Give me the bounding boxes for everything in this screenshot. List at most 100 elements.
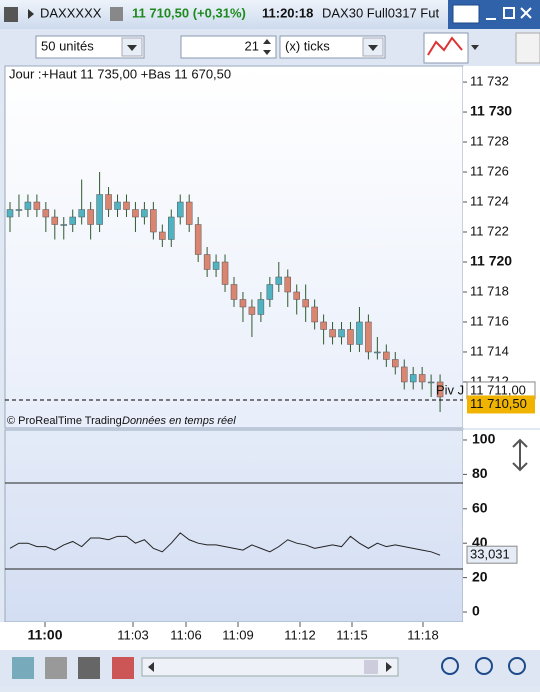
chart-icon: [4, 7, 18, 22]
candle-body: [284, 276, 292, 293]
price-header: Jour :+Haut 11 735,00 +Bas 11 670,50: [9, 66, 231, 81]
candle-body: [150, 209, 157, 233]
footer-note: Données en temps réel: [122, 415, 236, 427]
arrow-icon[interactable]: [28, 9, 34, 19]
candle-body: [15, 209, 23, 211]
x-tick-label: 11:03: [117, 627, 149, 642]
symbol: DAXXXXX: [40, 5, 102, 20]
y-tick-label: 0: [472, 603, 480, 619]
candle-body: [239, 299, 247, 308]
tool-button[interactable]: [515, 32, 540, 64]
resize-icon[interactable]: [512, 438, 528, 472]
scroll-thumb[interactable]: [364, 660, 378, 674]
y-tick-label: 80: [472, 465, 488, 481]
zoom-out[interactable]: [475, 657, 493, 675]
time-axis: [0, 622, 540, 650]
candle-body: [248, 306, 256, 315]
candle-body: [356, 321, 363, 345]
tool-button[interactable]: [45, 657, 67, 679]
spin-arrows[interactable]: [263, 39, 271, 55]
candle-body: [329, 329, 336, 338]
indicator-axis: [463, 430, 540, 622]
candle-body: [42, 209, 50, 218]
candle-body: [194, 224, 202, 255]
candle-body: [60, 224, 68, 226]
y-tick-label: 11 720: [470, 253, 512, 269]
dropdown-arrow[interactable]: [471, 45, 479, 50]
candle-body: [311, 306, 318, 323]
keyboard-button[interactable]: [452, 4, 480, 24]
ticks-spin[interactable]: [180, 35, 277, 59]
candle-body: [132, 209, 139, 218]
units-select[interactable]: [35, 35, 145, 59]
close-button[interactable]: [520, 7, 532, 19]
candle-body: [418, 374, 426, 383]
ticks-unit-select[interactable]: [279, 35, 386, 59]
candle-body: [96, 194, 103, 225]
candle-body: [409, 374, 417, 383]
candle-body: [203, 254, 211, 270]
tool-button[interactable]: [112, 657, 134, 679]
indicator-icon: [427, 36, 463, 56]
zoom-fit[interactable]: [441, 657, 459, 675]
candle-body: [374, 351, 381, 354]
y-tick-label: 11 728: [470, 133, 509, 148]
indicator-line: [9, 532, 441, 556]
candle-body: [266, 284, 274, 300]
candle-body: [400, 366, 408, 383]
candle-body: [69, 216, 76, 225]
y-tick-label: 11 716: [470, 313, 509, 328]
candle-body: [427, 381, 435, 384]
footer: © ProRealTime Trading: [7, 415, 122, 427]
info-icon[interactable]: [110, 7, 123, 21]
pivot-name: Piv J: [436, 382, 464, 397]
candle-body: [176, 201, 184, 218]
tool-button[interactable]: [12, 657, 34, 679]
candle-body: [168, 216, 175, 240]
x-tick-label: 11:18: [407, 627, 439, 642]
last-value-box: [466, 545, 518, 564]
candle-body: [365, 321, 372, 353]
candle-body: [123, 201, 130, 210]
candle-body: [6, 209, 14, 218]
x-tick-label: 11:00: [27, 627, 62, 643]
zoom-in[interactable]: [508, 657, 526, 675]
y-tick-label: 11 730: [470, 103, 512, 119]
price-panel: [4, 65, 464, 429]
time: 11:20:18: [262, 5, 313, 20]
candle-body: [159, 231, 166, 240]
units-value: 50 unités: [41, 38, 94, 53]
tool-button[interactable]: [78, 657, 100, 679]
candle-body: [293, 291, 300, 300]
candle-body: [114, 201, 121, 210]
scrollbar[interactable]: [141, 657, 399, 677]
candle-body: [33, 201, 41, 210]
candle-body: [347, 329, 354, 345]
y-tick-label: 100: [472, 431, 496, 447]
price-axis: [463, 66, 540, 428]
y-tick-label: 11 726: [470, 163, 509, 178]
candle-body: [185, 201, 193, 225]
quote: 11 710,50 (+0,31%): [132, 5, 246, 20]
candle-body: [383, 351, 390, 360]
y-tick-label: 60: [472, 499, 488, 515]
candle-body: [24, 201, 32, 210]
candle-body: [320, 321, 327, 330]
last-price-label: 11 710,50: [470, 396, 527, 411]
pivot-label: 11 711,00: [470, 382, 526, 397]
x-tick-label: 11:06: [170, 627, 202, 642]
last-value-label: 33,031: [470, 547, 510, 562]
candle-body: [78, 209, 85, 218]
candle-body: [275, 276, 283, 285]
candle-body: [392, 359, 399, 368]
indicator-panel: [4, 429, 464, 623]
ticks-unit: (x) ticks: [285, 38, 330, 53]
dropdown-arrow: [127, 45, 137, 51]
candle-body: [141, 209, 148, 218]
y-tick-label: 20: [472, 568, 488, 584]
dropdown-arrow: [368, 45, 378, 51]
maximize-button[interactable]: [503, 7, 515, 19]
candle-body: [338, 329, 345, 338]
candle-body: [257, 299, 265, 315]
